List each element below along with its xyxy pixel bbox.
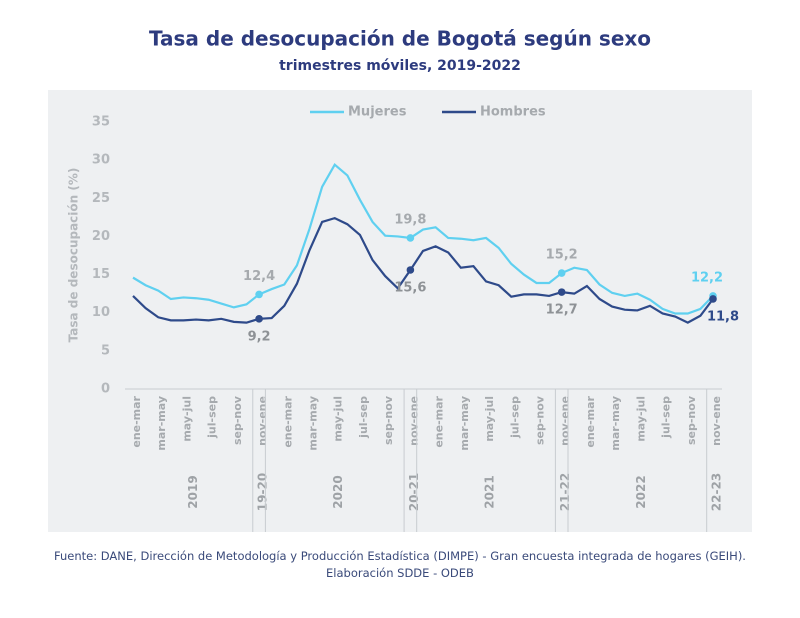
group-label: 2022 (634, 475, 648, 508)
value-label: 15,6 (394, 280, 426, 295)
point-marker (406, 234, 415, 242)
x-tick-label: mar-may (609, 396, 622, 451)
x-tick-label: sep-nov (685, 395, 698, 445)
group-label: 19-20 (256, 473, 270, 511)
y-tick-label: 10 (92, 305, 110, 320)
x-tick-label: ene-mar (433, 395, 446, 447)
y-tick-label: 0 (101, 382, 110, 397)
x-tick-label: nov-ene (710, 396, 723, 446)
x-tick-label: jul-sep (508, 396, 521, 439)
value-label: 9,2 (248, 329, 271, 344)
source-note: Fuente: DANE, Dirección de Metodología y… (54, 549, 746, 580)
point-marker (406, 266, 415, 274)
x-tick-label: may-jul (634, 396, 647, 442)
x-tick-label: jul-sep (206, 396, 219, 439)
x-tick-label: nov-ene (559, 396, 572, 446)
group-label: 2021 (483, 475, 497, 508)
x-tick-label: may-jul (180, 396, 193, 442)
x-tick-label: mar-may (155, 396, 168, 451)
value-label: 12,2 (691, 270, 723, 285)
point-marker (557, 288, 566, 296)
y-tick-label: 20 (92, 229, 110, 244)
y-tick-label: 35 (92, 115, 110, 130)
group-label: 2019 (186, 475, 200, 508)
value-label: 11,8 (707, 309, 739, 324)
value-label: 12,7 (546, 303, 578, 318)
x-tick-label: sep-nov (231, 395, 244, 445)
x-tick-label: sep-nov (382, 395, 395, 445)
value-label: 15,2 (546, 248, 578, 263)
point-marker (709, 295, 717, 303)
group-label: 21-22 (558, 473, 572, 511)
y-tick-label: 30 (92, 153, 110, 168)
x-tick-label: may-jul (332, 396, 345, 442)
x-tick-label: ene-mar (584, 395, 597, 447)
group-label: 2020 (331, 475, 345, 508)
value-label: 12,4 (243, 269, 275, 284)
y-tick-label: 15 (92, 267, 110, 282)
x-tick-label: ene-mar (130, 395, 143, 447)
chart-title: Tasa de desocupación de Bogotá según sex… (149, 27, 651, 51)
x-tick-label: jul-sep (660, 396, 673, 439)
y-tick-label: 5 (101, 343, 110, 358)
x-tick-label: jul-sep (357, 396, 370, 439)
y-tick-label: 25 (92, 191, 110, 206)
x-tick-label: nov-ene (256, 396, 269, 446)
point-marker (255, 315, 263, 323)
y-axis-label: Tasa de desocupación (%) (67, 168, 81, 343)
x-tick-label: ene-mar (281, 395, 294, 447)
x-tick-label: nov-ene (407, 396, 420, 446)
x-tick-label: mar-may (307, 396, 320, 451)
x-tick-label: mar-may (458, 396, 471, 451)
x-tick-label: may-jul (483, 396, 496, 442)
legend-label: Mujeres (348, 105, 407, 120)
x-tick-label: sep-nov (533, 395, 546, 445)
legend-label: Hombres (480, 105, 546, 120)
group-label: 20-21 (407, 473, 421, 511)
plot-panel (48, 90, 752, 532)
series-line (132, 163, 714, 315)
chart-subtitle: trimestres móviles, 2019-2022 (279, 58, 521, 74)
point-marker (255, 290, 263, 299)
point-marker (557, 269, 566, 277)
group-label: 22-23 (710, 473, 724, 511)
series-line (132, 216, 714, 324)
value-label: 19,8 (394, 212, 426, 227)
